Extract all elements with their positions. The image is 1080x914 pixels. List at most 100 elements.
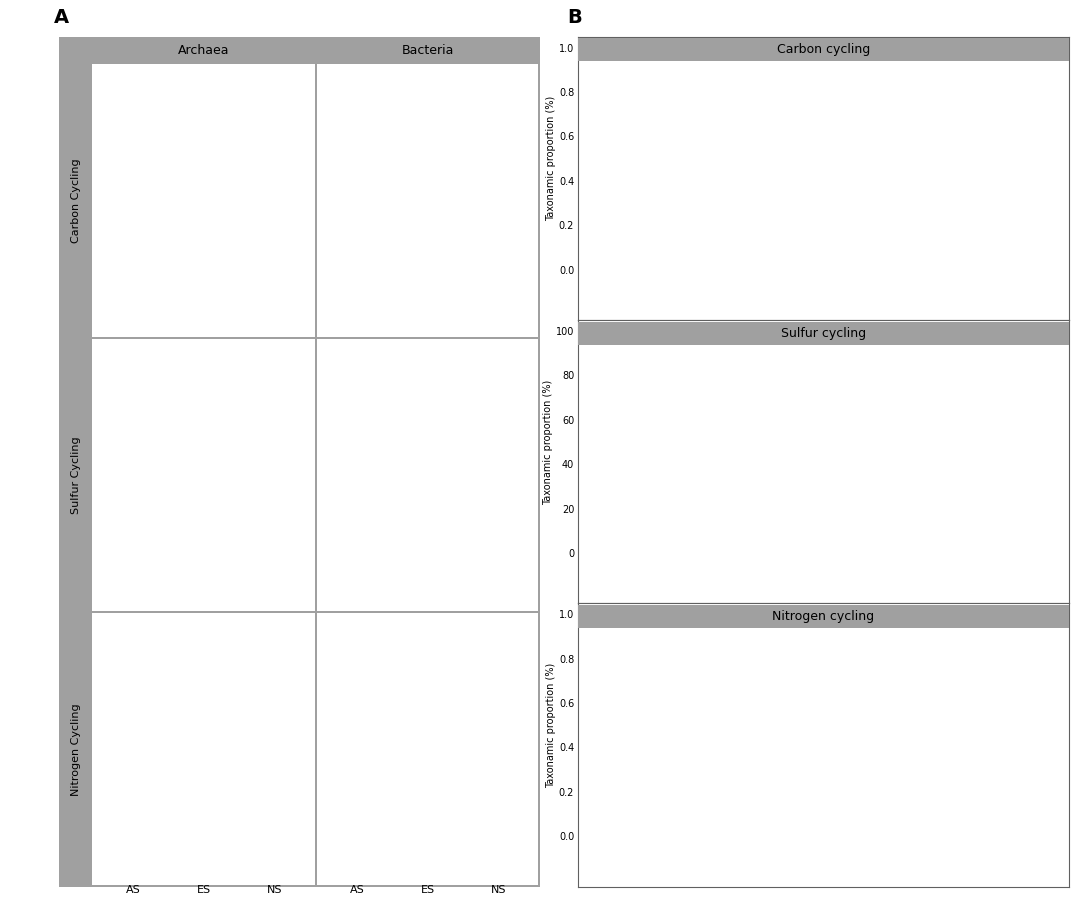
Bar [480,843,518,853]
Text: Carbon cycling: Carbon cycling [777,43,870,57]
Bar [698,48,715,83]
Bar [480,645,518,817]
Bar [338,481,377,485]
Bar [834,718,847,781]
Text: Nitrogen Cycling: Nitrogen Cycling [70,703,81,796]
Bar [799,223,816,225]
Bar [814,696,827,703]
Bar [255,294,294,300]
Legend: k, j, i, h, g: k, j, i, h, g [502,80,522,138]
Bar [834,696,847,718]
Bar [656,796,669,836]
Bar [774,628,787,632]
Bar [755,614,768,619]
Bar [854,781,867,836]
Bar [617,759,630,781]
Bar [673,121,689,270]
Text: Nitrogen cycling: Nitrogen cycling [772,610,875,623]
Bar [647,88,664,270]
Bar [774,632,787,636]
Bar [408,865,447,869]
Bar [676,623,689,628]
Bar [748,130,766,145]
Bar [617,614,630,630]
Bar [656,774,669,785]
Legend: p, o, n, m, l: p, o, n, m, l [499,354,522,412]
Bar [673,48,689,105]
Bar [696,614,708,619]
Bar [408,308,447,325]
Bar [724,48,740,92]
Bar [673,105,689,121]
Bar [829,551,866,552]
Y-axis label: Faprotax proportion (%): Faprotax proportion (%) [295,692,305,807]
Bar [597,687,609,694]
Bar [338,365,377,481]
Bar [834,614,847,625]
Bar [748,48,766,130]
Y-axis label: Faprotax proportion (%): Faprotax proportion (%) [70,692,81,807]
Bar [676,614,689,619]
Bar [755,619,768,623]
Bar [480,285,518,319]
Y-axis label: Faprotax proportion (%): Faprotax proportion (%) [295,143,305,259]
Bar [597,681,609,687]
Bar [480,599,518,601]
Bar [408,873,447,876]
Bar [850,48,866,270]
Bar [774,614,787,621]
Bar [755,623,768,628]
Y-axis label: Taxonamic proportion (%): Taxonamic proportion (%) [546,96,556,221]
Bar [255,787,294,876]
Bar [480,827,518,843]
Bar [656,634,669,757]
Bar [617,748,630,759]
Bar [698,83,715,270]
Bar [185,850,224,876]
Bar [774,621,787,628]
Bar [185,288,224,290]
Bar [814,636,827,681]
Text: Carbon Cycling: Carbon Cycling [70,159,81,243]
Bar [755,628,768,632]
Text: Bacteria: Bacteria [402,44,454,57]
Bar [408,840,447,844]
Bar [480,201,518,256]
Bar [814,681,827,696]
Bar [408,468,447,533]
Bar [676,628,689,632]
Bar [715,792,728,803]
Bar [480,822,518,827]
Bar [799,225,816,270]
Bar [814,721,827,836]
Bar [636,634,649,757]
Bar [774,190,791,270]
Bar [480,873,518,876]
Bar [255,155,294,294]
Y-axis label: Taxonamic proportion (%): Taxonamic proportion (%) [546,663,556,788]
Bar [185,290,224,327]
Bar [774,48,791,187]
Bar [715,659,728,792]
Bar [755,632,768,836]
Legend: d, c, b, a: d, c, b, a [279,80,298,125]
Bar [799,48,816,190]
Bar [338,485,377,601]
Bar [735,614,748,619]
Bar [617,630,630,718]
Bar [255,302,294,327]
Bar [597,694,609,698]
Bar [795,703,808,721]
Y-axis label: Taxonamic proportion (%): Taxonamic proportion (%) [543,379,553,505]
Bar [480,817,518,822]
Bar [825,127,841,143]
Bar [748,159,766,270]
Bar [795,636,808,681]
Bar [771,551,809,553]
Bar [636,774,649,785]
Bar [408,869,447,873]
Bar [748,152,766,159]
Bar [735,632,748,836]
Bar [408,292,447,308]
Bar [795,696,808,703]
